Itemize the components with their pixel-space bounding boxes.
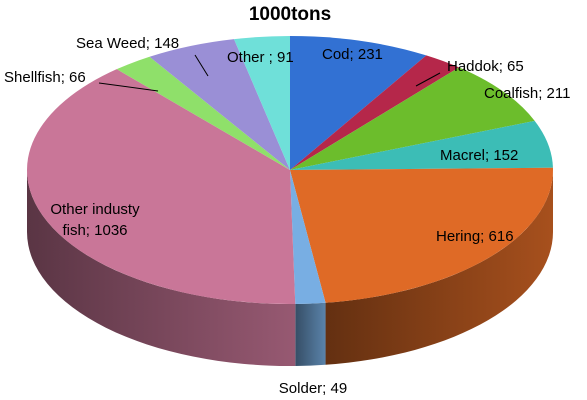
- slice-label-line: fish; 1036: [62, 222, 127, 239]
- slice-label-8: Sea Weed; 148: [76, 35, 179, 52]
- pie-slice-5: [290, 170, 326, 304]
- slice-label-5: Solder; 49: [279, 380, 347, 397]
- slice-label-6: Other industy fish; 1036: [50, 201, 140, 239]
- pie-sides: [27, 170, 553, 366]
- leader-line-8: [194, 54, 209, 77]
- pie-slice-4: [290, 167, 554, 303]
- pie-slice-9: [234, 36, 290, 170]
- slice-label-7: Shellfish; 66: [4, 69, 86, 86]
- pie-slice-6: [27, 69, 296, 305]
- slice-labels: Cod; 231 Haddok; 65 Coalfish; 211 Macrel; 1…: [4, 35, 570, 397]
- slice-label-3: Macrel; 152: [440, 147, 518, 164]
- slice-label-2: Coalfish; 211: [484, 85, 570, 102]
- pie-slice-7: [116, 56, 290, 170]
- pie-slice-0: [290, 36, 427, 170]
- pie-slice-1: [290, 55, 460, 171]
- chart-title: 1000tons: [249, 4, 331, 25]
- slice-label-0: Cod; 231: [322, 46, 383, 63]
- slice-label-9: Other ; 91: [227, 49, 294, 66]
- slice-label-4: Hering; 616: [436, 228, 514, 245]
- pie-slice-8: [149, 39, 290, 170]
- pie-side-4: [325, 170, 553, 365]
- pie-slice-2: [290, 67, 535, 170]
- pie-side-6: [27, 170, 296, 366]
- leader-line-1: [415, 72, 441, 87]
- pie-slice-3: [290, 120, 553, 170]
- pie-side-5: [295, 302, 326, 366]
- slice-label-1: Haddok; 65: [447, 58, 524, 75]
- label-leader-lines: [98, 54, 441, 92]
- pie-slices: [27, 36, 554, 305]
- slice-label-line: Other industy: [50, 201, 140, 218]
- leader-line-7: [98, 82, 159, 92]
